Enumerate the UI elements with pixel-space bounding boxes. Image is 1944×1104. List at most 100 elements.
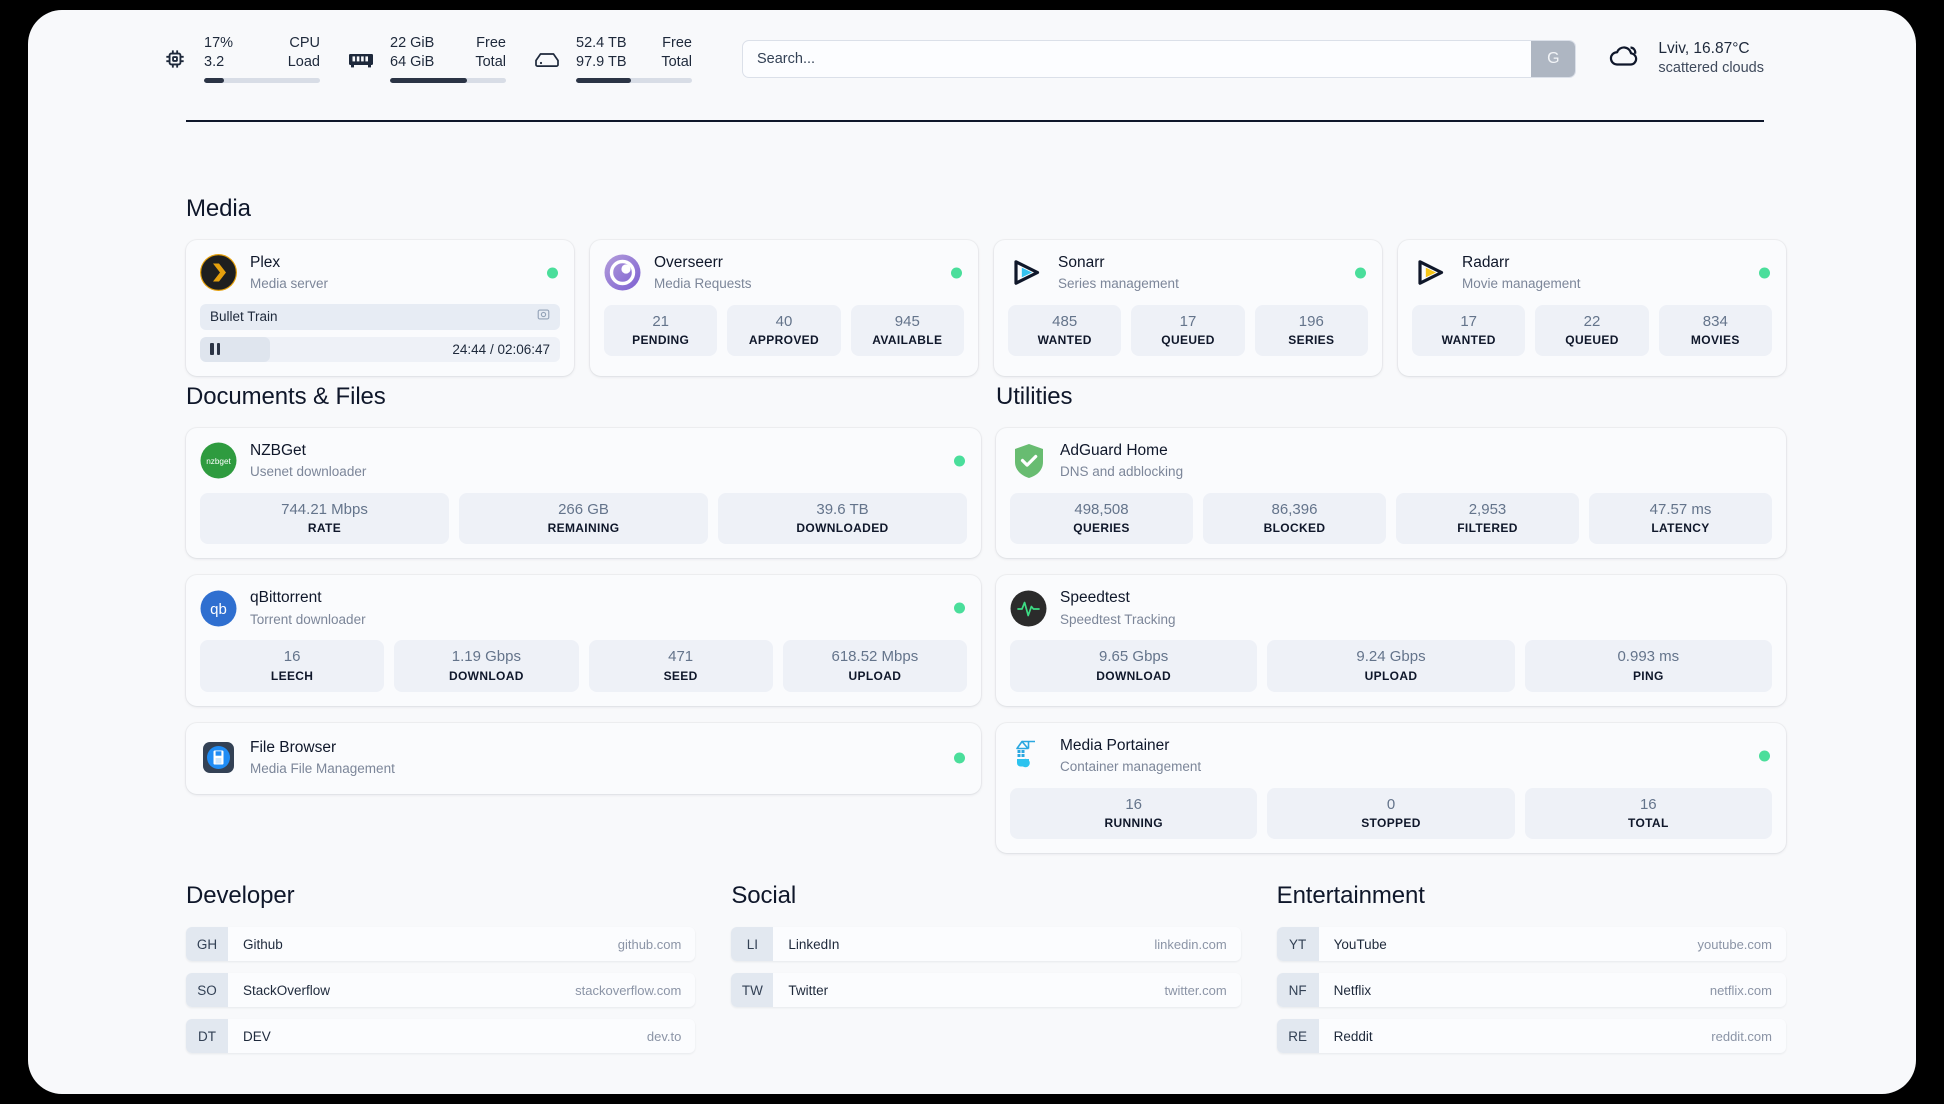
memory-total-value: 64 GiB [390, 53, 435, 70]
tile-label: WANTED [1441, 333, 1496, 348]
bookmark-reddit[interactable]: RE Reddit reddit.com [1276, 1019, 1786, 1053]
tile-download: 1.19 Gbps DOWNLOAD [394, 640, 579, 692]
file-browser-status-dot [954, 752, 965, 764]
card-file-browser[interactable]: File Browser Media File Management [186, 722, 981, 794]
pause-icon[interactable] [210, 343, 220, 356]
memory-label-bottom: Total [475, 53, 506, 70]
plex-status-dot [547, 267, 558, 279]
tile-value: 0 [1386, 795, 1396, 813]
dashboard-page: 17% 3.2 CPU Load [28, 10, 1916, 1094]
bookmark-badge: SO [186, 973, 228, 1007]
tile-latency: 47.57 ms LATENCY [1589, 492, 1772, 545]
radarr-status-dot [1759, 267, 1770, 279]
tile-wanted: 17 WANTED [1412, 304, 1526, 357]
memory-label-top: Free [476, 35, 506, 51]
sonarr-status-dot [1355, 267, 1366, 279]
cpu-usage-value: 17% [204, 35, 234, 51]
nzbget-status-dot [954, 455, 965, 467]
tile-label: QUEUED [1565, 333, 1619, 348]
tile-value: 86,396 [1271, 500, 1318, 518]
bookmark-netflix[interactable]: NF Netflix netflix.com [1276, 973, 1786, 1007]
tile-value: 16 [1639, 795, 1657, 813]
plex-desc: Media server [250, 276, 329, 292]
tile-value: 2,953 [1468, 500, 1507, 518]
search-submit-button[interactable]: G [1531, 40, 1576, 77]
bookmark-badge: GH [186, 927, 228, 961]
tile-label: BLOCKED [1263, 521, 1326, 536]
plex-now-playing-bar: Bullet Train [200, 303, 560, 330]
bookmark-name: StackOverflow [243, 982, 331, 998]
media-section: Media Plex Media server [186, 195, 1786, 376]
tile-label: LEECH [270, 668, 314, 683]
tile-total: 16 TOTAL [1524, 787, 1772, 840]
tile-value: 39.6 TB [816, 500, 869, 518]
bookmark-url: stackoverflow.com [575, 982, 682, 998]
card-plex[interactable]: Plex Media server Bullet Train [186, 240, 574, 376]
tile-rate: 744.21 Mbps RATE [200, 492, 449, 545]
adguard-desc: DNS and adblocking [1060, 464, 1184, 480]
header-divider [186, 120, 1764, 122]
plex-cast-icon[interactable] [537, 308, 550, 326]
tile-label: PENDING [632, 333, 690, 348]
tile-value: 9.24 Gbps [1356, 648, 1426, 666]
tile-filtered: 2,953 FILTERED [1396, 492, 1579, 545]
tile-upload: 9.24 Gbps UPLOAD [1267, 640, 1515, 692]
bookmark-dev[interactable]: DT DEV dev.to [186, 1019, 696, 1053]
tile-value: 40 [775, 312, 793, 330]
tile-label: RATE [307, 521, 342, 536]
adguard-tiles: 498,508 QUERIES 86,396 BLOCKED 2,953 FIL… [1010, 492, 1772, 545]
cpu-load-value: 3.2 [204, 53, 225, 70]
card-adguard-home[interactable]: AdGuard Home DNS and adblocking 498,508 … [996, 428, 1786, 559]
card-speedtest[interactable]: Speedtest Speedtest Tracking 9.65 Gbps D… [996, 575, 1786, 706]
radarr-icon [1412, 254, 1449, 291]
overseerr-tiles: 21 PENDING 40 APPROVED 945 AVAILABLE [604, 304, 964, 357]
tile-upload: 618.52 Mbps UPLOAD [782, 640, 967, 692]
tile-value: 1.19 Gbps [451, 648, 521, 666]
plex-progress-bar[interactable]: 24:44 / 02:06:47 [200, 336, 560, 362]
bookmarks-area: Developer GH Github github.com SO StackO… [186, 882, 1786, 1065]
card-media-portainer[interactable]: Media Portainer Container management 16 … [996, 722, 1786, 854]
header: 17% 3.2 CPU Load [28, 10, 1916, 122]
search-bar[interactable]: G [742, 39, 1577, 78]
overseerr-status-dot [951, 267, 962, 279]
search-input[interactable] [743, 40, 1532, 77]
bookmark-stackoverflow[interactable]: SO StackOverflow stackoverflow.com [186, 973, 696, 1007]
card-sonarr[interactable]: Sonarr Series management 485 WANTED 17 Q… [994, 240, 1382, 376]
bookmark-name: LinkedIn [788, 936, 840, 952]
bookmark-twitter[interactable]: TW Twitter twitter.com [731, 973, 1241, 1007]
tile-label: REMAINING [547, 521, 620, 536]
tile-value: 196 [1298, 312, 1324, 330]
bookmark-group-title: Developer [186, 882, 295, 909]
card-overseerr[interactable]: Overseerr Media Requests 21 PENDING 40 A… [590, 240, 978, 376]
tile-label: STOPPED [1361, 816, 1421, 831]
card-qbittorrent[interactable]: qb qBittorrent Torrent downloader 16 LEE… [186, 575, 981, 706]
card-radarr[interactable]: Radarr Movie management 17 WANTED 22 QUE… [1398, 240, 1786, 376]
bookmark-badge: DT [186, 1019, 228, 1053]
tile-label: QUERIES [1073, 521, 1130, 536]
bookmark-group-title: Entertainment [1276, 882, 1425, 909]
overseerr-icon [604, 254, 641, 291]
tile-label: UPLOAD [1364, 668, 1418, 683]
tile-value: 16 [283, 648, 301, 666]
portainer-status-dot [1759, 750, 1770, 762]
card-nzbget[interactable]: nzbget NZBGet Usenet downloader 744.21 M… [186, 428, 981, 559]
tile-label: LATENCY [1651, 521, 1710, 536]
tile-leech: 16 LEECH [200, 640, 385, 692]
plex-time-display: 24:44 / 02:06:47 [452, 341, 550, 357]
tile-available: 945 AVAILABLE [850, 304, 964, 357]
bookmark-url: youtube.com [1697, 936, 1772, 952]
disk-total-value: 97.9 TB [576, 53, 627, 70]
tile-download: 9.65 Gbps DOWNLOAD [1010, 640, 1258, 692]
tile-value: 22 [1583, 312, 1601, 330]
bookmark-badge: TW [731, 973, 774, 1007]
tile-series: 196 SERIES [1254, 304, 1368, 357]
plex-name: Plex [250, 254, 281, 271]
tile-pending: 21 PENDING [604, 304, 718, 357]
bookmark-name: Reddit [1333, 1028, 1373, 1044]
bookmark-github[interactable]: GH Github github.com [186, 927, 696, 961]
sonarr-desc: Series management [1058, 276, 1179, 292]
bookmark-linkedin[interactable]: LI LinkedIn linkedin.com [731, 927, 1241, 961]
tile-value: 21 [652, 312, 669, 330]
bookmark-youtube[interactable]: YT YouTube youtube.com [1276, 927, 1786, 961]
cpu-label-bottom: Load [287, 53, 320, 70]
